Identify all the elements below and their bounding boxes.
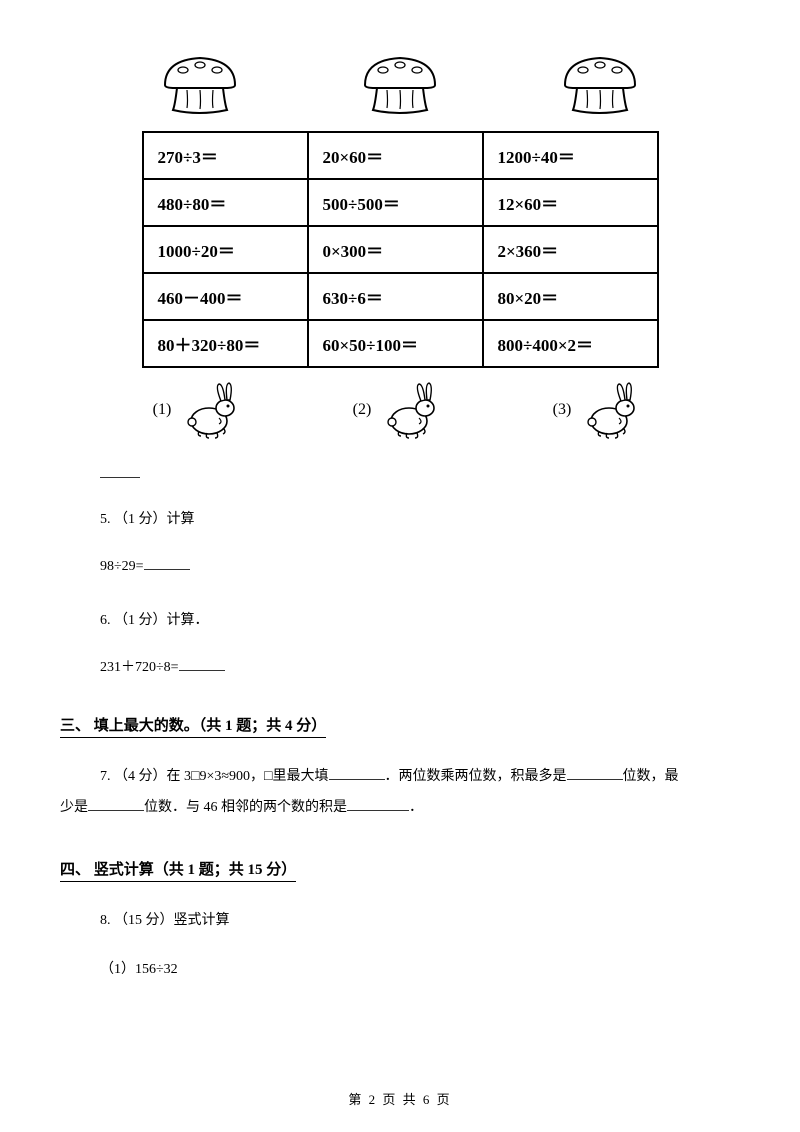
rabbit-label: (1): [153, 401, 172, 419]
table-row: 1000÷20＝ 0×300＝ 2×360＝: [143, 226, 658, 273]
table-cell: 1200÷40＝: [483, 132, 658, 179]
rabbit-item: (3): [553, 378, 648, 442]
rabbit-icon: [375, 378, 447, 442]
q7-text-part: 少是: [60, 800, 88, 815]
answer-blank: [100, 464, 140, 478]
question-6-expression: 231＋720÷8=: [100, 655, 740, 680]
rabbit-item: (1): [153, 378, 248, 442]
table-cell: 480÷80＝: [143, 179, 308, 226]
page-footer: 第 2 页 共 6 页: [0, 1089, 800, 1108]
q7-text-part: 位数，最: [623, 769, 679, 784]
question-6-prompt: 6. （1 分）计算．: [100, 607, 740, 635]
table-cell: 800÷400×2＝: [483, 320, 658, 367]
rabbit-row: (1) (2) (3): [60, 376, 740, 442]
table-cell: 80×20＝: [483, 273, 658, 320]
question-5-expression: 98÷29=: [100, 554, 740, 579]
rabbit-icon: [575, 378, 647, 442]
answer-blank: [144, 556, 190, 570]
table-cell: 12×60＝: [483, 179, 658, 226]
answer-blank: [179, 657, 225, 671]
mushroom-icon: [355, 50, 445, 125]
rabbit-label: (3): [553, 401, 572, 419]
table-cell: 270÷3＝: [143, 132, 308, 179]
mushroom-icon: [155, 50, 245, 125]
table-cell: 630÷6＝: [308, 273, 483, 320]
table-row: 480÷80＝ 500÷500＝ 12×60＝: [143, 179, 658, 226]
answer-blank: [567, 766, 623, 780]
answer-blank: [329, 766, 385, 780]
answer-blank: [88, 797, 144, 811]
table-cell: 2×360＝: [483, 226, 658, 273]
table-cell: 460－400＝: [143, 273, 308, 320]
math-expression-table: 270÷3＝ 20×60＝ 1200÷40＝ 480÷80＝ 500÷500＝ …: [142, 131, 659, 368]
table-cell: 0×300＝: [308, 226, 483, 273]
q7-text-part: 位数．与 46 相邻的两个数的积是: [144, 800, 347, 815]
rabbit-icon: [175, 378, 247, 442]
section-4-heading: 四、 竖式计算（共 1 题；共 15 分）: [60, 858, 296, 882]
answer-blank: [347, 797, 409, 811]
rabbit-item: (2): [353, 378, 448, 442]
mushroom-row: [60, 40, 740, 131]
rabbit-label: (2): [353, 401, 372, 419]
question-7-body-line2: 少是 位数．与 46 相邻的两个数的积是 ．: [60, 793, 740, 824]
table-cell: 80＋320÷80＝: [143, 320, 308, 367]
q7-text-part: ．两位数乘两位数，积最多是: [385, 769, 567, 784]
table-cell: 60×50÷100＝: [308, 320, 483, 367]
expression-text: 98÷29=: [100, 559, 144, 574]
q7-text-part: ．: [409, 800, 423, 815]
question-8-item-1: （1）156÷32: [100, 957, 740, 982]
section-3-heading: 三、 填上最大的数。（共 1 题；共 4 分）: [60, 714, 326, 738]
table-cell: 500÷500＝: [308, 179, 483, 226]
table-cell: 20×60＝: [308, 132, 483, 179]
mushroom-icon: [555, 50, 645, 125]
table-row: 270÷3＝ 20×60＝ 1200÷40＝: [143, 132, 658, 179]
question-5-prompt: 5. （1 分）计算: [100, 506, 740, 534]
table-row: 80＋320÷80＝ 60×50÷100＝ 800÷400×2＝: [143, 320, 658, 367]
table-cell: 1000÷20＝: [143, 226, 308, 273]
q7-text-part: 7. （4 分）在 3□9×3≈900，□里最大填: [100, 769, 329, 784]
question-8-prompt: 8. （15 分）竖式计算: [100, 906, 740, 937]
expression-text: 231＋720÷8=: [100, 660, 179, 675]
table-row: 460－400＝ 630÷6＝ 80×20＝: [143, 273, 658, 320]
question-7-body: 7. （4 分）在 3□9×3≈900，□里最大填 ．两位数乘两位数，积最多是 位数…: [100, 762, 740, 793]
